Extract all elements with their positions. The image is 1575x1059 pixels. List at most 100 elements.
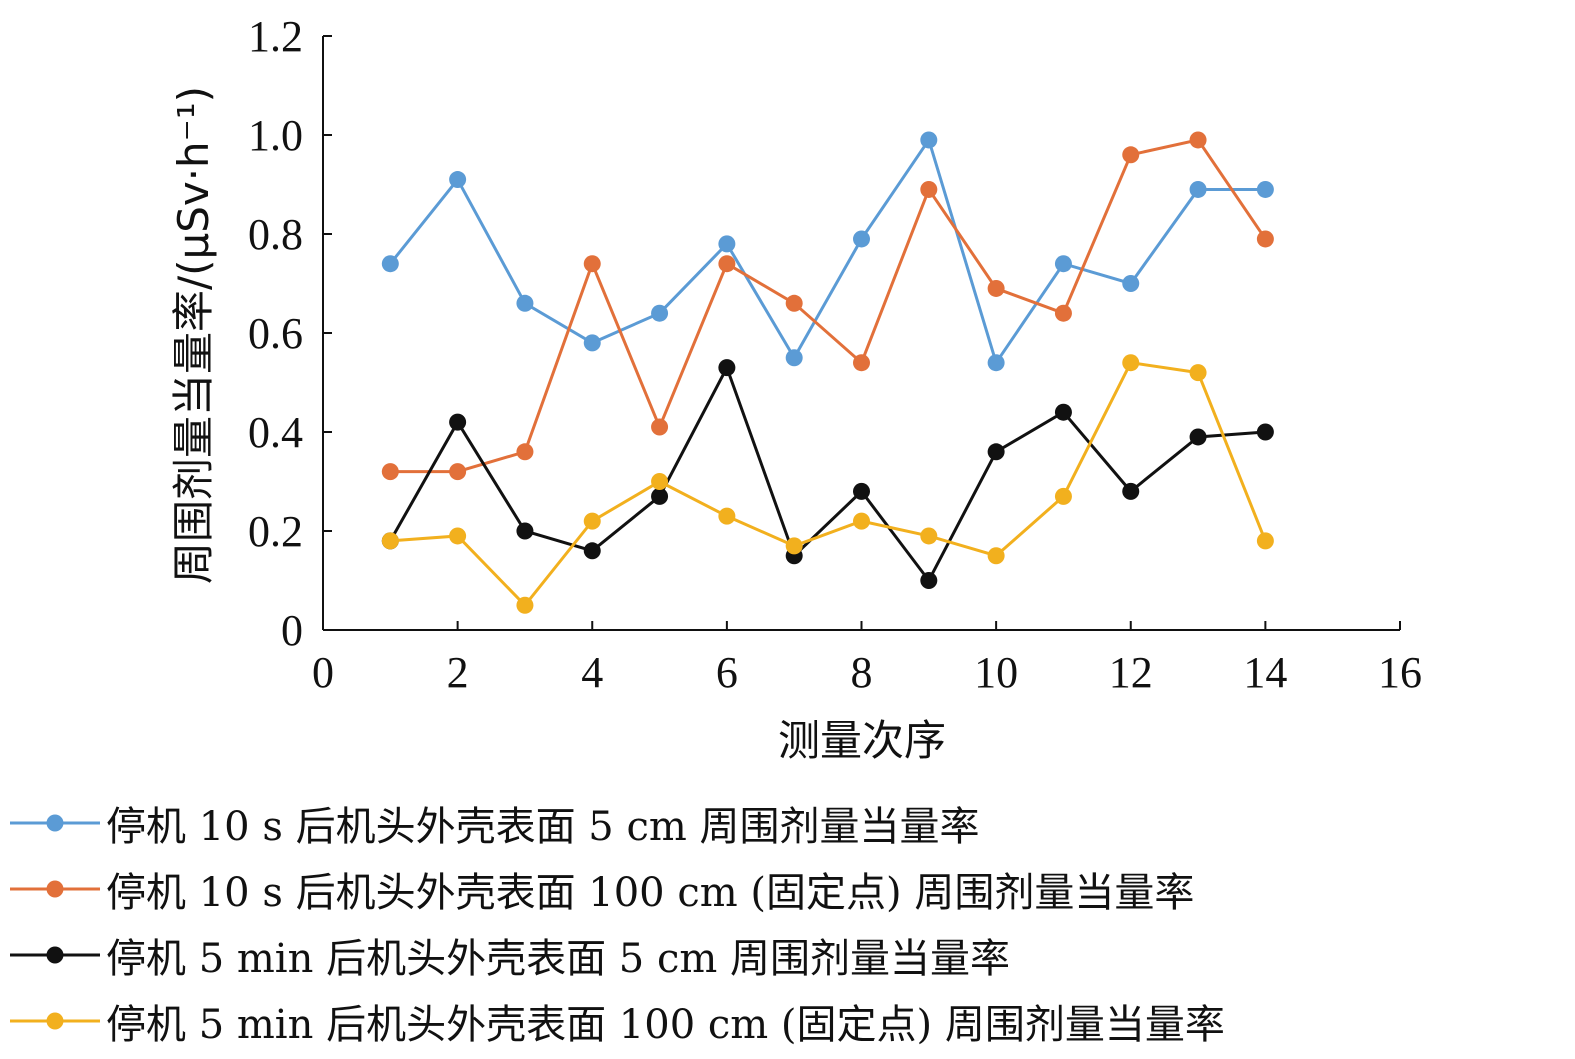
- data-point: [718, 359, 736, 377]
- data-point: [1122, 146, 1140, 164]
- data-point: [381, 255, 399, 273]
- data-point: [449, 463, 467, 481]
- data-point: [853, 230, 870, 248]
- x-tick-label: 2: [447, 648, 469, 697]
- series-3: [381, 354, 1274, 614]
- series-line: [389, 136, 1266, 367]
- data-point: [583, 255, 601, 273]
- data-point: [1256, 532, 1274, 550]
- legend-swatch-marker: [46, 880, 64, 898]
- data-point: [516, 596, 534, 614]
- legend-item: 停机 10 s 后机头外壳表面 100 cm (固定点) 周围剂量当量率: [10, 856, 1570, 922]
- data-point: [381, 532, 399, 550]
- legend-label: 停机 5 min 后机头外壳表面 100 cm (固定点) 周围剂量当量率: [106, 1002, 1225, 1048]
- legend-swatch-1: [10, 880, 100, 898]
- series-line: [390, 361, 1267, 608]
- x-axis-title: 测量次序: [778, 716, 946, 765]
- legend: 停机 10 s 后机头外壳表面 5 cm 周围剂量当量率 停机 10 s 后机头…: [10, 790, 1570, 1054]
- data-point: [516, 443, 534, 461]
- data-point: [1054, 403, 1072, 421]
- data-point: [920, 527, 938, 545]
- data-point: [920, 131, 938, 149]
- data-point: [1256, 230, 1274, 248]
- legend-label: 停机 10 s 后机头外壳表面 5 cm 周围剂量当量率: [106, 804, 980, 850]
- data-point: [785, 294, 803, 312]
- data-point: [381, 463, 399, 481]
- data-point: [718, 255, 736, 273]
- data-point: [516, 294, 534, 312]
- series-line: [390, 138, 1267, 474]
- data-point: [516, 522, 534, 540]
- data-point: [583, 512, 601, 530]
- data-point: [785, 537, 803, 555]
- y-tick-label: 0.8: [248, 210, 303, 259]
- data-point: [449, 413, 467, 431]
- data-point: [1122, 275, 1140, 292]
- x-tick-label: 0: [312, 648, 334, 697]
- axes: 0 2 4 6 8 10 12 14 16 0 0.2 0.4 0.6 0.8 1.0 1.2: [248, 12, 1422, 697]
- legend-item: 停机 10 s 后机头外壳表面 5 cm 周围剂量当量率: [10, 790, 1570, 856]
- data-point: [987, 443, 1005, 461]
- y-tick-label: 1.0: [248, 111, 303, 160]
- series-1: [381, 131, 1274, 481]
- legend-swatch-marker: [46, 814, 64, 832]
- data-point: [1122, 482, 1140, 500]
- data-point: [718, 507, 736, 525]
- x-tick-label: 12: [1109, 648, 1153, 697]
- y-tick-label: 0.4: [248, 408, 303, 457]
- line-chart: 0 2 4 6 8 10 12 14 16 0 0.2 0.4 0.6 0.8 1.0 1.2 测量次序 周围…: [169, 12, 1422, 765]
- y-axis-title: 周围剂量当量率/(μSv·h⁻¹): [169, 86, 218, 584]
- legend-swatch-0: [10, 814, 100, 832]
- data-point: [1054, 487, 1072, 505]
- data-point: [853, 354, 870, 372]
- legend-label: 停机 5 min 后机头外壳表面 5 cm 周围剂量当量率: [106, 936, 1011, 982]
- data-point: [449, 527, 467, 545]
- x-tick-label: 14: [1243, 648, 1287, 697]
- data-point: [987, 354, 1005, 372]
- series-2: [381, 359, 1274, 589]
- y-tick-label: 1.2: [248, 12, 303, 61]
- data-point: [1256, 423, 1274, 441]
- data-point: [987, 279, 1005, 297]
- data-point: [1256, 180, 1274, 198]
- series-0: [381, 131, 1274, 372]
- legend-swatch-marker: [46, 946, 64, 964]
- legend-swatch-marker: [46, 1012, 64, 1030]
- data-point: [651, 487, 669, 505]
- series-layer: [381, 131, 1274, 614]
- data-point: [718, 235, 736, 253]
- y-tick-label: 0: [281, 606, 303, 655]
- data-point: [987, 547, 1005, 565]
- data-point: [651, 304, 669, 322]
- legend-swatch-3: [10, 1012, 100, 1030]
- x-tick-label: 4: [581, 648, 603, 697]
- data-point: [449, 171, 467, 189]
- data-point: [583, 542, 601, 560]
- series-line: [389, 363, 1266, 584]
- data-point: [785, 349, 803, 367]
- data-point: [1054, 255, 1072, 273]
- legend-label: 停机 10 s 后机头外壳表面 100 cm (固定点) 周围剂量当量率: [106, 870, 1195, 916]
- data-point: [1189, 131, 1207, 149]
- data-point: [1189, 428, 1207, 446]
- data-point: [920, 180, 938, 198]
- legend-item: 停机 5 min 后机头外壳表面 100 cm (固定点) 周围剂量当量率: [10, 988, 1570, 1054]
- legend-swatch-2: [10, 946, 100, 964]
- x-tick-label: 10: [974, 648, 1018, 697]
- y-tick-label: 0.6: [248, 309, 303, 358]
- data-point: [651, 418, 669, 436]
- x-tick-label: 16: [1378, 648, 1422, 697]
- data-point: [1054, 304, 1072, 322]
- x-tick-label: 6: [716, 648, 738, 697]
- data-point: [920, 572, 938, 589]
- data-point: [583, 334, 601, 352]
- y-tick-label: 0.2: [248, 507, 303, 556]
- legend-item: 停机 5 min 后机头外壳表面 5 cm 周围剂量当量率: [10, 922, 1570, 988]
- data-point: [853, 482, 870, 500]
- data-point: [651, 473, 669, 490]
- data-point: [853, 512, 870, 530]
- data-point: [1189, 364, 1207, 382]
- data-point: [1122, 354, 1140, 372]
- x-tick-label: 8: [851, 648, 873, 697]
- data-point: [1189, 180, 1207, 198]
